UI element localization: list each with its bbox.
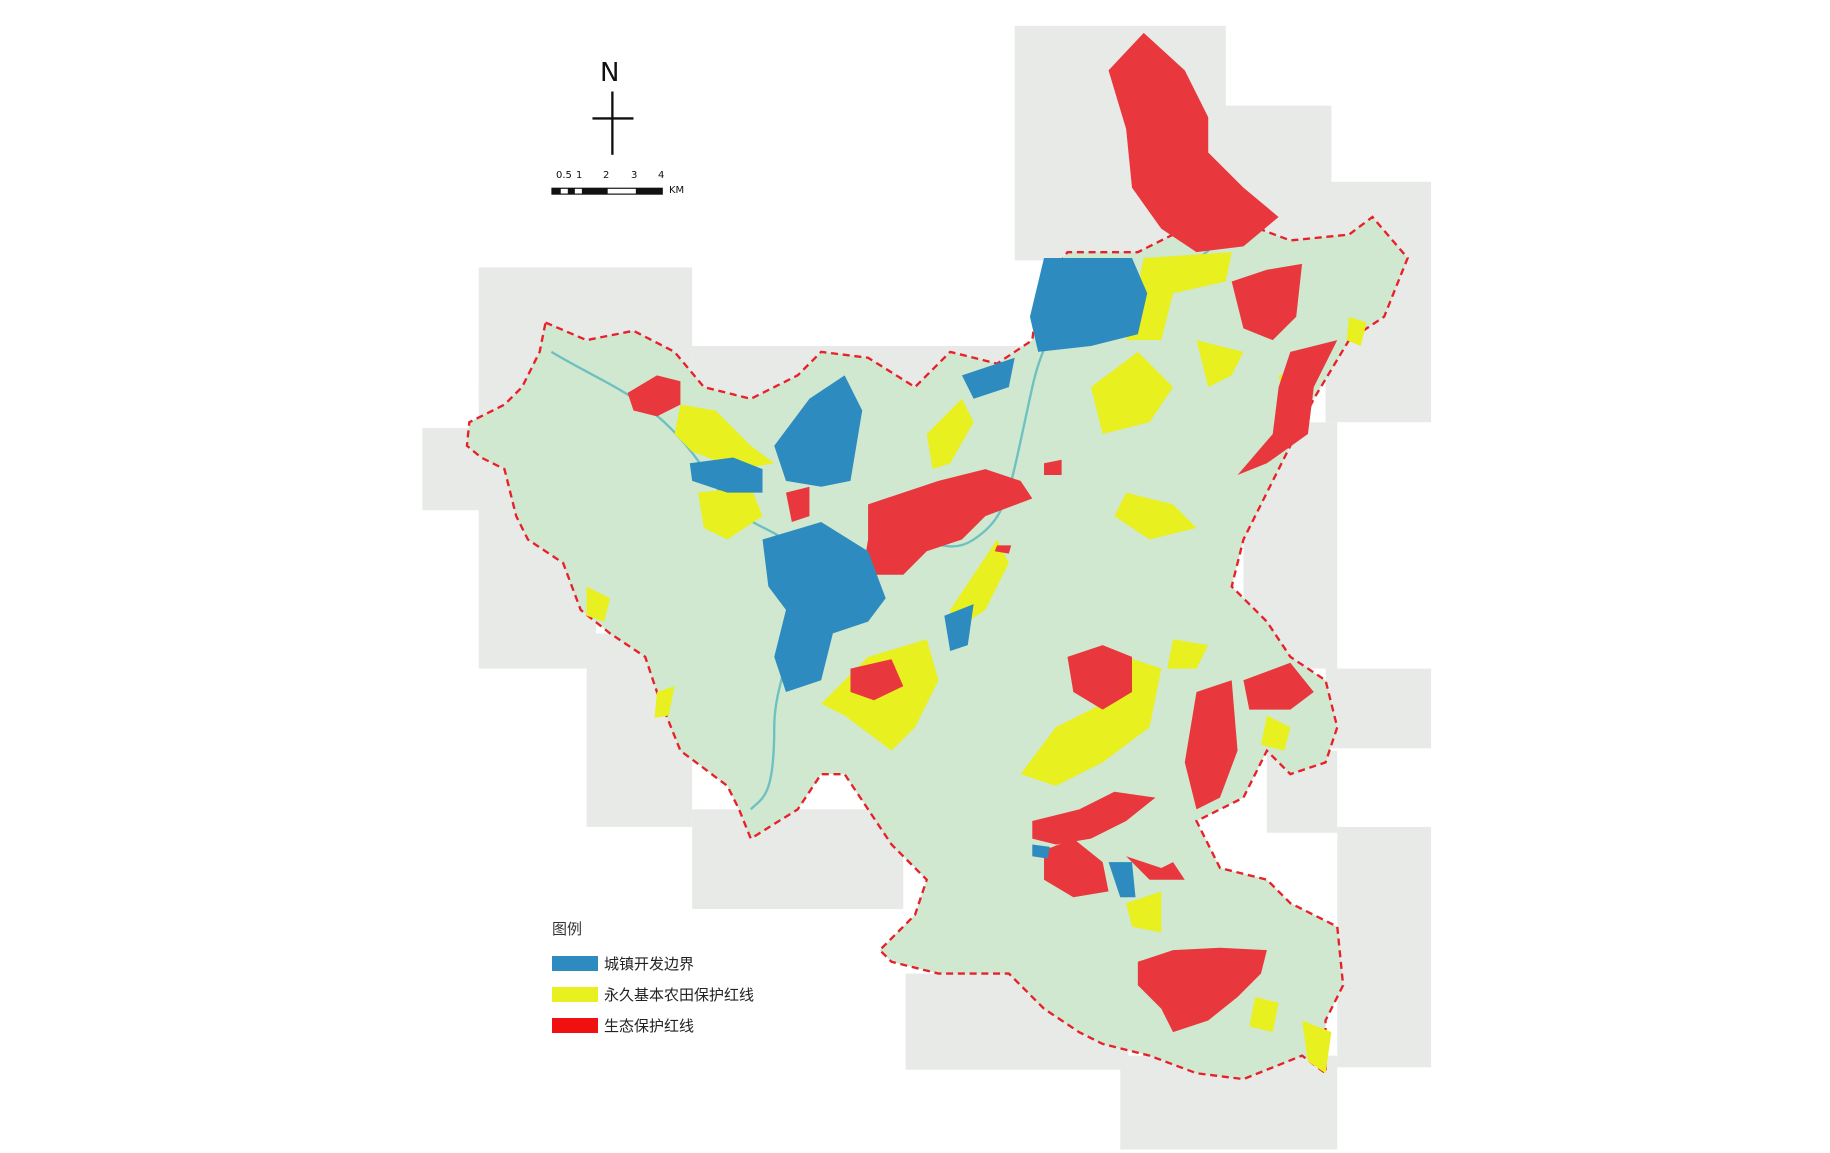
- north-label: N: [600, 58, 620, 88]
- legend-label: 永久基本农田保护红线: [604, 986, 755, 1004]
- legend-item-farmland: 永久基本农田保护红线: [552, 984, 754, 1005]
- ecological-areas: [627, 32, 1338, 1033]
- legend: 图例 城镇开发边界 永久基本农田保护红线 生态保护红线: [552, 918, 754, 1046]
- scale-tick: 1: [576, 170, 583, 181]
- urban-areas: [689, 258, 1148, 898]
- scale-unit: KM: [669, 185, 685, 196]
- legend-title: 图例: [552, 920, 583, 938]
- legend-swatch: [552, 956, 598, 971]
- north-arrow-icon: [592, 91, 634, 155]
- legend-label: 城镇开发边界: [604, 955, 695, 973]
- terrain-background: [422, 25, 1432, 1150]
- legend-label: 生态保护红线: [604, 1017, 695, 1035]
- scale-tick: 3: [631, 170, 638, 181]
- legend-swatch: [552, 1018, 598, 1033]
- scale-tick: 4: [658, 170, 665, 181]
- legend-swatch: [552, 987, 598, 1002]
- legend-item-urban: 城镇开发边界: [552, 953, 754, 974]
- scale-tick: 2: [603, 170, 610, 181]
- legend-item-ecological: 生态保护红线: [552, 1015, 754, 1036]
- scale-tick: 0.5: [556, 170, 572, 181]
- scale-bar: [551, 187, 663, 195]
